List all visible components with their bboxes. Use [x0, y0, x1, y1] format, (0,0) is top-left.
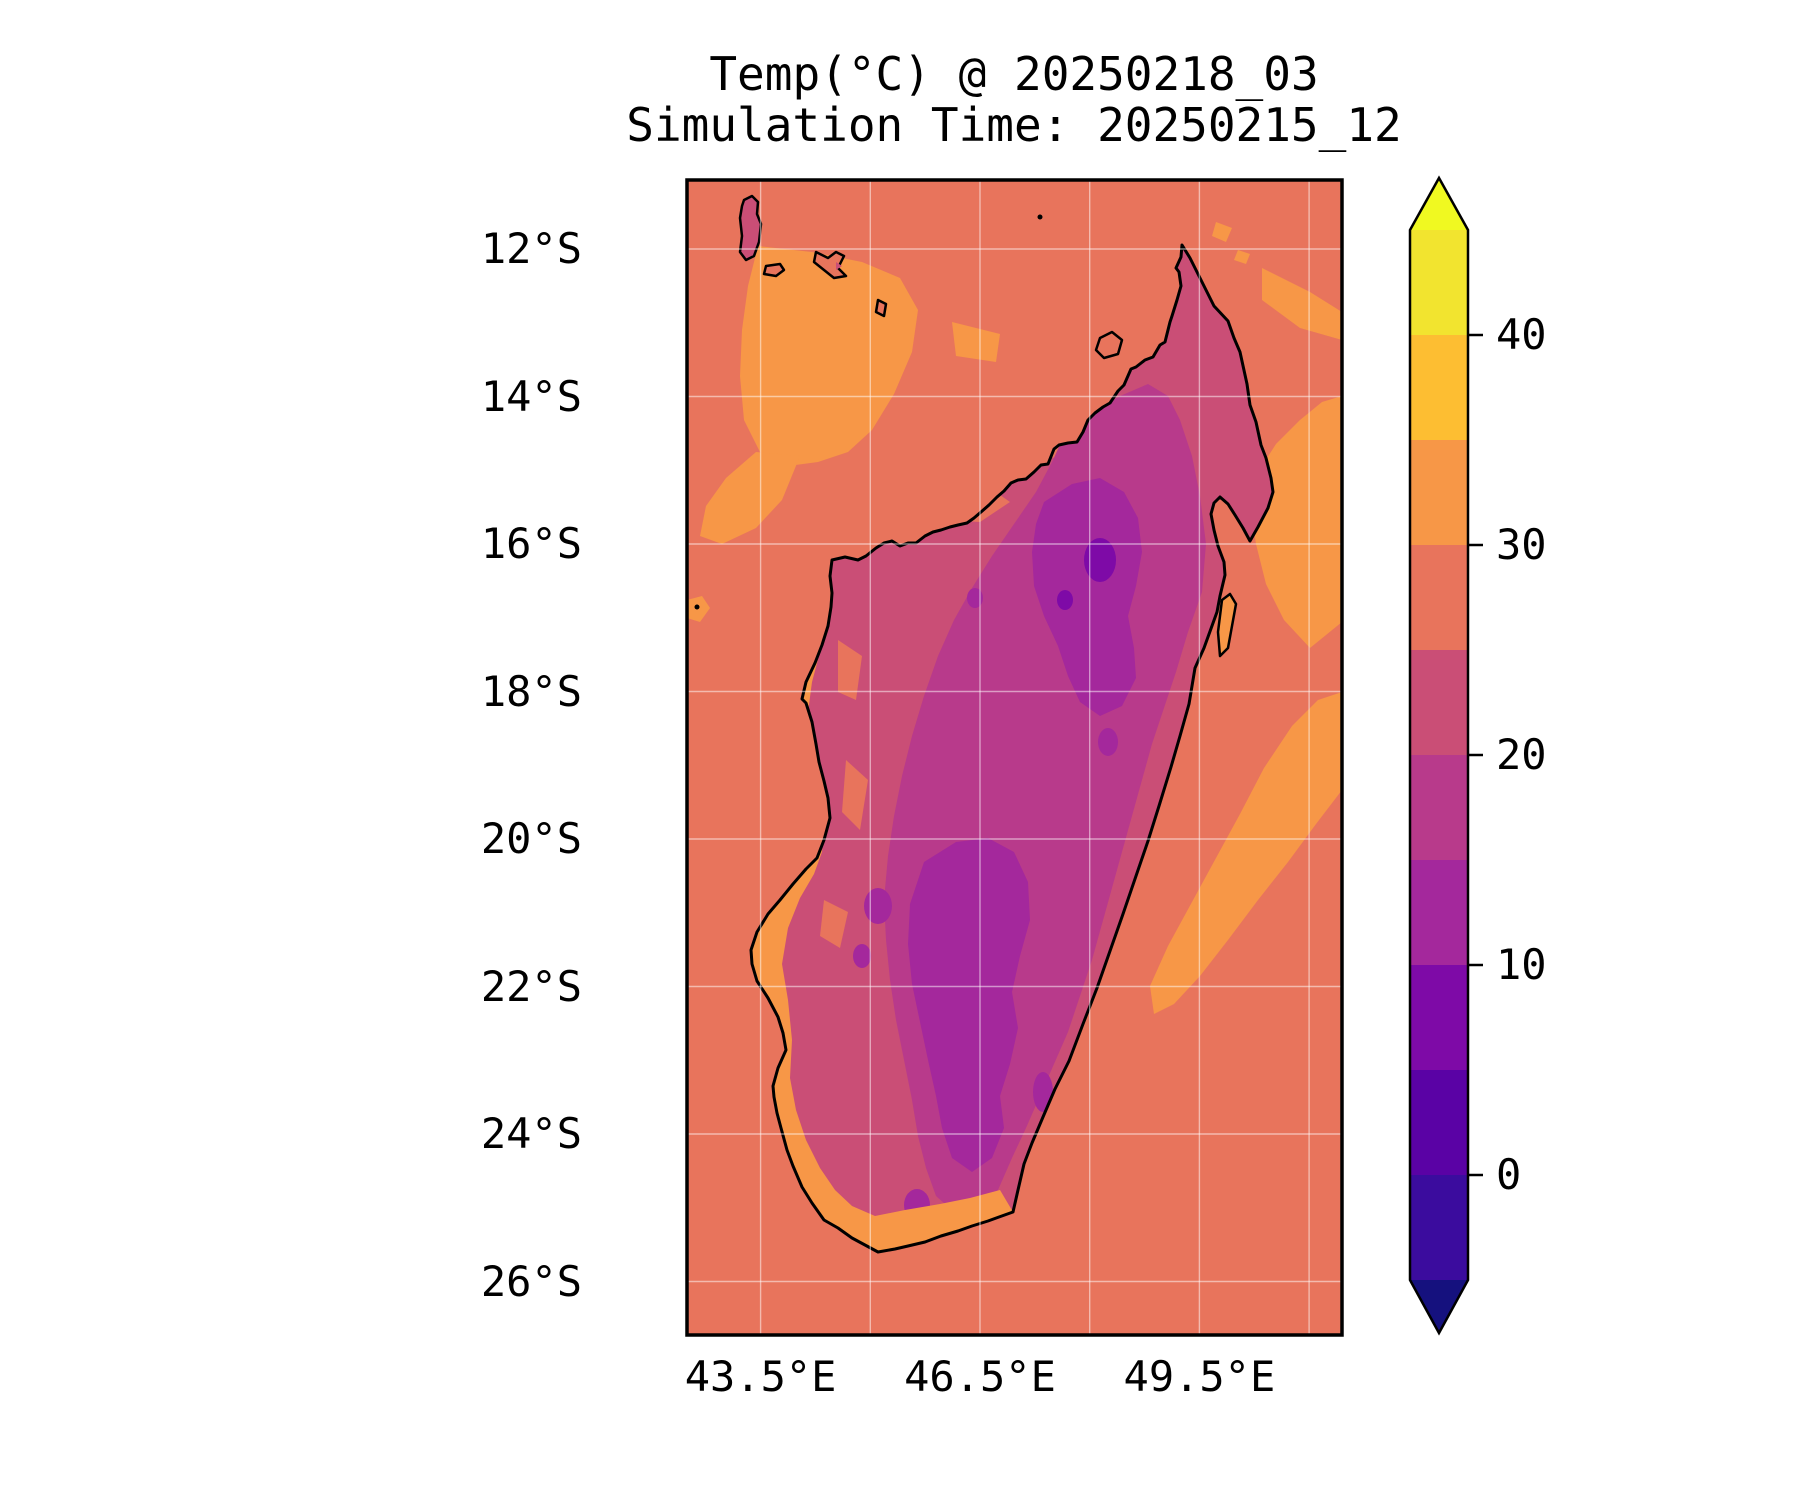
x-tick-label: 43.5°E [684, 1352, 837, 1401]
map-frame [685, 178, 1344, 1337]
y-tick-label: 26°S [480, 1256, 582, 1306]
ocean-warm-patches [687, 222, 1342, 1014]
colorbar-tick-marks [1468, 333, 1483, 1177]
moheli-island [762, 262, 786, 278]
colorbar [1408, 175, 1483, 1336]
y-tick-label: 24°S [480, 1109, 582, 1158]
y-tick-label: 14°S [480, 371, 582, 421]
y-tick-label: 22°S [480, 961, 582, 1011]
anjouan-island [812, 250, 848, 280]
colorbar-over-arrow [1410, 178, 1468, 230]
sainte-marie-island [1216, 592, 1238, 658]
y-tick-label: 16°S [480, 519, 582, 568]
map-area [687, 180, 1342, 1335]
colorbar-tick-label: 20 [1496, 730, 1547, 779]
y-tick-label: 20°S [480, 814, 582, 863]
plot-title: Temp(°C) @ 20250218_03 [709, 47, 1319, 101]
islet-dot [1037, 214, 1043, 220]
y-tick-label: 12°S [480, 224, 582, 273]
nosy-be-island [1094, 330, 1124, 360]
colorbar-tick-label: 40 [1496, 310, 1547, 359]
grande-comore-island [738, 194, 763, 262]
x-tick-label: 46.5°E [904, 1352, 1056, 1401]
plot-subtitle: Simulation Time: 20250215_12 [626, 98, 1402, 152]
colorbar-tick-label: 10 [1496, 940, 1547, 989]
map-gridlines [687, 180, 1342, 1335]
y-tick-label: 18°S [480, 666, 582, 716]
colorbar-outline [1408, 175, 1470, 1336]
mayotte-island [874, 298, 888, 318]
colorbar-under-arrow [1410, 1280, 1468, 1333]
colorbar-tick-label: 0 [1496, 1150, 1522, 1199]
islet-dot-west [694, 604, 700, 610]
madagascar-coastline [749, 243, 1275, 1254]
small-islands [694, 194, 1238, 658]
x-tick-label: 49.5°E [1123, 1352, 1276, 1401]
colorbar-tick-label: 30 [1496, 520, 1547, 569]
